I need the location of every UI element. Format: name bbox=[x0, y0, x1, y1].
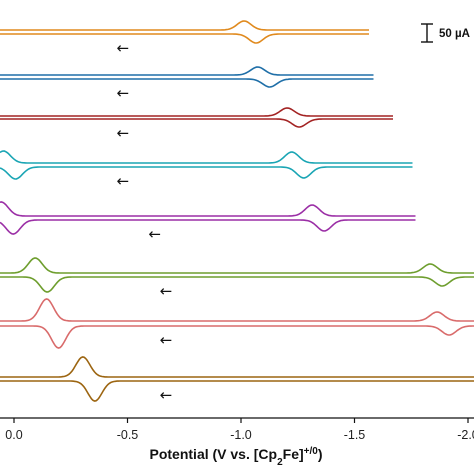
x-tick-label: -1.0 bbox=[230, 428, 252, 442]
cv-trace-upper-branch bbox=[0, 107, 393, 117]
x-tick-label: -0.5 bbox=[117, 428, 139, 442]
cv-trace-3 bbox=[0, 107, 393, 128]
cv-trace-lower-branch bbox=[0, 380, 474, 402]
cv-trace-upper-branch bbox=[0, 298, 474, 322]
cv-trace-upper-branch bbox=[0, 66, 374, 76]
x-axis-label-main: Potential (V vs. [Cp bbox=[150, 446, 278, 462]
cv-trace-6 bbox=[0, 257, 474, 293]
cv-trace-lower-branch bbox=[0, 325, 474, 349]
cv-trace-lower-branch bbox=[0, 276, 474, 293]
x-tick-label: -2.0 bbox=[457, 428, 474, 442]
scan-direction-arrow: ← bbox=[117, 39, 130, 57]
cv-traces bbox=[0, 20, 474, 402]
scan-direction-arrow: ← bbox=[148, 225, 161, 243]
cv-trace-upper-branch bbox=[0, 150, 413, 164]
cv-trace-2 bbox=[0, 66, 374, 88]
scale-bar: 50 µA bbox=[421, 23, 470, 43]
cv-trace-1 bbox=[0, 20, 369, 44]
x-ticks: 0.0 -0.5 -1.0 -1.5 -2.0 bbox=[5, 418, 474, 442]
x-axis-label-end: ) bbox=[318, 446, 323, 462]
cv-trace-lower-branch bbox=[0, 78, 374, 88]
x-axis: 0.0 -0.5 -1.0 -1.5 -2.0 bbox=[0, 417, 474, 442]
cv-trace-5 bbox=[0, 201, 416, 235]
cv-trace-upper-branch bbox=[0, 356, 474, 378]
scan-direction-arrows: ← ← ← ← ← ← ← ← bbox=[117, 39, 173, 404]
cv-trace-lower-branch bbox=[0, 33, 369, 44]
cv-trace-lower-branch bbox=[0, 219, 416, 235]
scan-direction-arrow: ← bbox=[160, 282, 173, 300]
cv-trace-lower-branch bbox=[0, 166, 413, 180]
cv-trace-upper-branch bbox=[0, 20, 369, 31]
x-axis-label-subscript: 2 bbox=[277, 457, 283, 468]
cv-trace-upper-branch bbox=[0, 257, 474, 274]
scan-direction-arrow: ← bbox=[117, 84, 130, 102]
x-axis-label-mid: Fe] bbox=[283, 446, 304, 462]
x-axis-label-superscript: +/0 bbox=[304, 446, 319, 457]
scan-direction-arrow: ← bbox=[117, 124, 130, 142]
scale-bar-label: 50 µA bbox=[439, 28, 470, 40]
cv-trace-7 bbox=[0, 298, 474, 349]
cv-trace-4 bbox=[0, 150, 413, 180]
cv-trace-8 bbox=[0, 356, 474, 402]
scan-direction-arrow: ← bbox=[117, 172, 130, 190]
scan-direction-arrow: ← bbox=[160, 386, 173, 404]
x-tick-label: 0.0 bbox=[5, 428, 22, 442]
scan-direction-arrow: ← bbox=[160, 331, 173, 349]
cv-trace-upper-branch bbox=[0, 201, 416, 217]
x-axis-label: Potential (V vs. [Cp2Fe]+/0) bbox=[150, 446, 323, 468]
cv-trace-lower-branch bbox=[0, 118, 393, 128]
x-tick-label: -1.5 bbox=[344, 428, 366, 442]
